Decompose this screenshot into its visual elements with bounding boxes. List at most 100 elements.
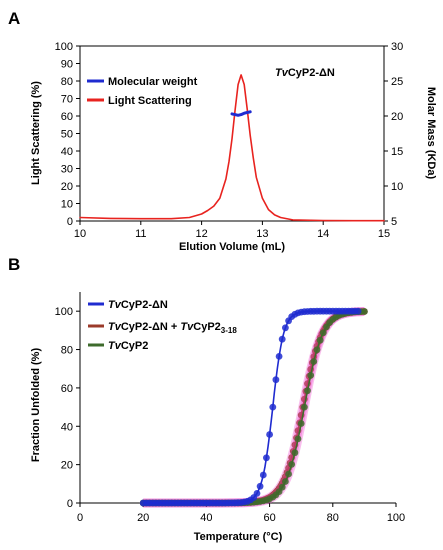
legend-label-cyp2-dn-plus-peptide: TvCyP2-ΔN + TvCyP23-18 — [108, 321, 237, 335]
a-y2-tick-label: 30 — [391, 41, 403, 53]
legend-label-mix-text: CyP2-ΔN + — [121, 321, 181, 333]
a-series-molecular-weight — [230, 110, 252, 117]
b-series-1-point — [297, 420, 305, 427]
b-series-2-point — [263, 454, 270, 462]
legend-label-mix-italic: Tv — [108, 321, 122, 333]
a-y-tick-label: 90 — [61, 59, 73, 71]
a-x-tick-label: 15 — [378, 228, 390, 240]
b-series-1-point — [294, 435, 302, 443]
a-x-tick-label: 13 — [256, 228, 268, 240]
panel-a-series — [79, 74, 385, 222]
b-series-2-point — [269, 403, 277, 411]
b-x-tick-label: 40 — [200, 512, 212, 524]
a-y-tick-label: 30 — [61, 164, 73, 176]
legend-label-mix-text2: CyP2 — [193, 321, 221, 333]
panel-b-letter: B — [8, 255, 20, 274]
legend-label-cyp2-dn-italic: Tv — [108, 299, 122, 311]
b-series-2-point — [266, 431, 273, 438]
b-series-0-points — [139, 308, 368, 507]
a-y2-tick-label: 20 — [391, 111, 403, 123]
b-y-tick-label: 60 — [61, 383, 73, 395]
b-series-1-point — [316, 336, 324, 344]
b-x-tick-label: 60 — [263, 512, 275, 524]
a-y2-tick-label: 15 — [391, 146, 403, 158]
legend-label-mix-italic2: Tv — [180, 321, 194, 333]
a-y-tick-label: 80 — [61, 76, 73, 88]
b-series-2-point — [275, 353, 283, 360]
panel-a-annotation-rest: CyP2-ΔN — [288, 67, 335, 79]
panel-b-y-ticks: 0 20 40 60 80 100 — [55, 306, 80, 510]
b-y-tick-label: 0 — [67, 498, 73, 510]
b-series-1-point — [304, 387, 311, 395]
panel-b-legend: TvCyP2-ΔN TvCyP2-ΔN + TvCyP23-18 TvCyP2 — [88, 299, 237, 352]
panel-b-series — [139, 307, 368, 508]
legend-label-cyp2-italic: Tv — [108, 340, 122, 352]
legend-label-cyp2-dn-text: CyP2-ΔN — [121, 299, 168, 311]
a-y-tick-label: 0 — [67, 216, 73, 228]
b-x-tick-label: 100 — [387, 512, 405, 524]
b-series-2-point — [256, 482, 264, 490]
panel-a-letter: A — [8, 9, 20, 28]
panel-a-y2-ticks: 5 10 15 20 25 30 — [384, 41, 403, 228]
b-series-1-fit-band — [140, 307, 368, 508]
panel-a-y-ticks: 0 10 20 30 40 50 60 70 80 90 100 — [55, 41, 80, 228]
a-y-tick-label: 100 — [55, 41, 73, 53]
b-series-2-point — [354, 307, 362, 315]
b-series-1-point — [291, 449, 299, 457]
panel-b-x-label: Temperature (°C) — [194, 531, 283, 543]
a-y-tick-label: 50 — [61, 129, 73, 141]
b-x-tick-label: 80 — [327, 512, 339, 524]
b-series-1-point — [282, 478, 289, 485]
b-series-0-fit-band — [140, 307, 368, 508]
a-y-tick-label: 70 — [61, 94, 73, 106]
a-y-tick-label: 60 — [61, 111, 73, 123]
a-x-tick-label: 11 — [135, 228, 146, 240]
legend-label-molecular-weight: Molecular weight — [108, 76, 198, 88]
b-series-2-point — [278, 335, 286, 343]
b-series-2-fit-line — [143, 310, 359, 504]
panel-a-y2-label: Molar Mass (KDa) — [425, 87, 437, 180]
legend-label-mix-subscript: 3-18 — [221, 326, 238, 335]
a-y-tick-label: 10 — [61, 199, 73, 211]
legend-label-cyp2: TvCyP2 — [108, 340, 148, 352]
b-x-tick-label: 0 — [77, 512, 83, 524]
legend-label-cyp2-dn: TvCyP2-ΔN — [108, 299, 168, 311]
a-y2-tick-label: 25 — [391, 76, 403, 88]
a-y-tick-label: 40 — [61, 146, 73, 158]
panel-a-annotation-italic: Tv — [275, 67, 289, 79]
legend-label-cyp2-text: CyP2 — [121, 340, 149, 352]
a-y-tick-label: 20 — [61, 181, 73, 193]
b-series-1-fit-line — [143, 310, 365, 504]
b-y-tick-label: 80 — [61, 345, 73, 357]
a-x-tick-label: 14 — [317, 228, 329, 240]
b-series-2-point — [272, 376, 280, 384]
panel-a-legend: Molecular weight Light Scattering — [87, 76, 198, 107]
b-series-2-point — [282, 324, 289, 332]
b-series-0-fit-line — [143, 310, 365, 504]
panel-a-annotation: TvCyP2-ΔN — [275, 67, 335, 79]
b-x-tick-label: 20 — [137, 512, 149, 524]
b-series-1-point — [288, 461, 296, 468]
b-series-1-point — [319, 329, 327, 337]
b-series-2-point — [253, 490, 261, 497]
a-series-light-scattering — [79, 74, 385, 222]
panel-b-y-label: Fraction Unfolded (%) — [30, 348, 42, 463]
a-x-tick-label: 10 — [74, 228, 86, 240]
legend-label-light-scattering: Light Scattering — [108, 95, 192, 107]
b-y-tick-label: 40 — [61, 421, 73, 433]
panel-a-x-ticks: 10 11 12 13 14 15 — [74, 221, 390, 240]
panel-a-x-label: Elution Volume (mL) — [179, 241, 285, 253]
b-series-1-point — [361, 308, 368, 315]
b-series-1-point — [307, 371, 315, 379]
b-series-1-point — [301, 403, 308, 411]
b-series-1-point — [310, 358, 318, 365]
a-x-tick-label: 12 — [195, 228, 207, 240]
panel-b: B 0 20 40 60 80 100 0 20 40 60 80 100 Temperature … — [8, 255, 405, 543]
b-series-1-point — [278, 483, 286, 491]
a-y2-tick-label: 5 — [391, 216, 397, 228]
b-y-tick-label: 20 — [61, 460, 73, 472]
panel-a-y-label: Light Scattering (%) — [30, 81, 42, 185]
b-series-1-point — [313, 346, 321, 354]
